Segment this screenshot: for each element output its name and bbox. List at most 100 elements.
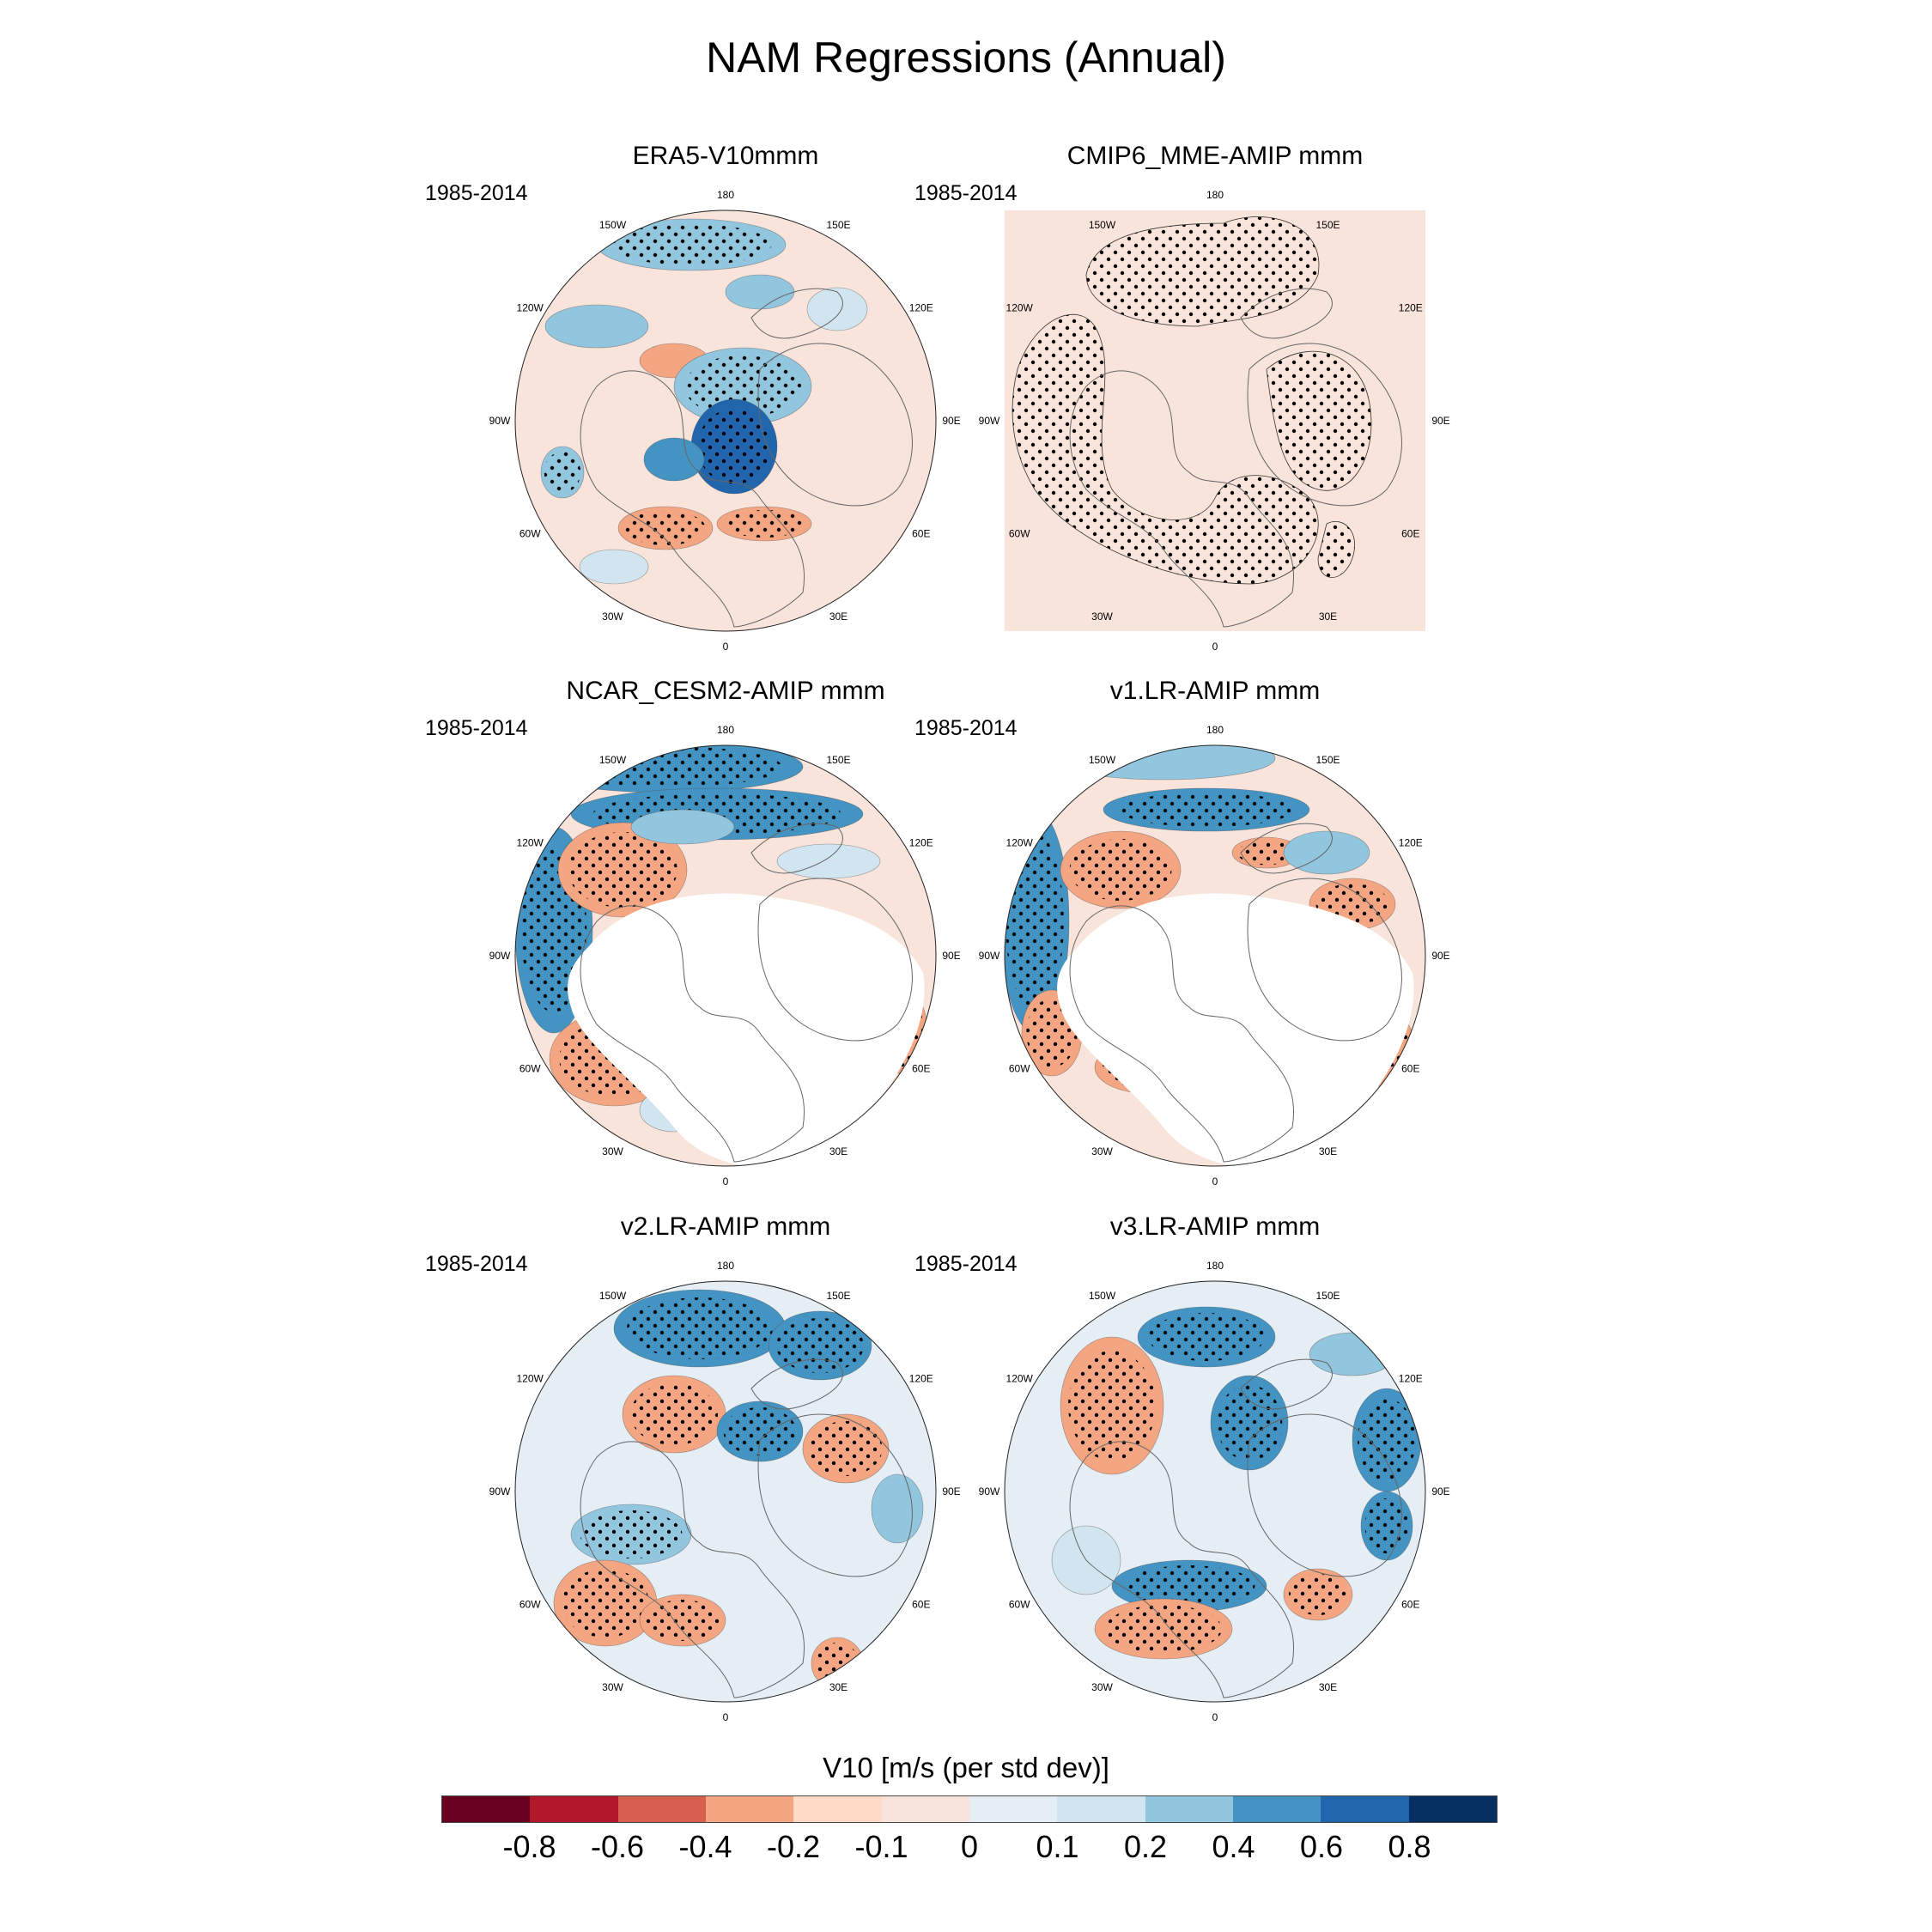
longitude-label: 90W (979, 950, 1000, 962)
longitude-label: 120W (517, 302, 544, 314)
coastline (750, 1358, 843, 1410)
stipple-region (1119, 793, 1294, 827)
stipple-region (776, 1318, 864, 1373)
longitude-label: 120E (909, 302, 933, 314)
longitude-label: 30E (829, 611, 848, 623)
longitude-label: 90W (489, 1485, 511, 1498)
stipple-region (630, 1383, 718, 1445)
anomaly-region (776, 843, 881, 879)
coastline (757, 878, 913, 1042)
colorbar-segment (530, 1796, 618, 1822)
colorbar-tick-label: 0.6 (1299, 1829, 1344, 1864)
longitude-label: 150W (599, 1290, 627, 1302)
longitude-label: 90W (979, 1485, 1000, 1498)
colorbar-tick-label: 0.2 (1123, 1829, 1168, 1864)
coastlines (580, 288, 913, 628)
longitude-label: 150W (1089, 754, 1116, 766)
colorbar-segment (1145, 1796, 1233, 1822)
stipple-region (1317, 521, 1356, 578)
panel-title: v1.LR-AMIP mmm (1109, 677, 1321, 705)
stipple-region (1085, 216, 1320, 327)
coastline (1069, 1441, 1294, 1698)
longitude-label: 30W (1091, 1681, 1113, 1693)
longitude-label: 180 (1206, 1260, 1224, 1272)
coastline (1247, 1413, 1402, 1577)
stipple-region (1005, 832, 1064, 1011)
colorbar-segment (705, 1796, 794, 1822)
longitude-label: 120W (517, 837, 544, 849)
longitude-label: 60E (1401, 1599, 1419, 1611)
anomaly-field (1005, 745, 1418, 1166)
panel-period: 1985-2014 (425, 716, 528, 740)
coastline (580, 905, 805, 1163)
panel-title: v2.LR-AMIP mmm (620, 1212, 831, 1241)
panel-title: NCAR_CESM2-AMIP mmm (566, 677, 885, 705)
stipple-region (646, 1600, 720, 1641)
longitude-label: 0 (723, 1711, 729, 1723)
longitude-label: 150E (1315, 219, 1340, 231)
longitude-label: 150W (1089, 219, 1116, 231)
longitude-label: 0 (1212, 1176, 1218, 1188)
colorbar-segment (969, 1796, 1058, 1822)
longitude-label: 150E (826, 754, 850, 766)
longitude-label: 0 (1212, 641, 1218, 653)
coastlines (1069, 823, 1402, 1163)
stipple-region (625, 511, 706, 545)
longitude-label: 150W (599, 219, 627, 231)
map-boundary (514, 1280, 937, 1703)
longitude-label: 0 (1212, 1711, 1218, 1723)
coastline (1240, 1358, 1333, 1410)
map-panel: v3.LR-AMIP mmm 1985-2014 180 150E 120E 90E 60E… (914, 1212, 1516, 1723)
panel-title: ERA5-V10mmm (632, 142, 819, 170)
stipple-region (1105, 1605, 1222, 1653)
panel-period: 1985-2014 (425, 1252, 528, 1276)
stipple-region (1069, 839, 1172, 901)
panel-period: 1985-2014 (914, 1252, 1018, 1276)
colorbar-tick-label: 0 (960, 1829, 979, 1864)
missing-data-mask (568, 893, 925, 1166)
longitude-label: 30E (1319, 1145, 1337, 1157)
stipple-region (1289, 1574, 1347, 1615)
stipple-region (1123, 1565, 1255, 1607)
panel-title: CMIP6_MME-AMIP mmm (1066, 142, 1364, 170)
map-panel: v1.LR-AMIP mmm 1985-2014 180 150E 120E 90E 60E… (914, 677, 1516, 1188)
missing-data-mask (1057, 893, 1414, 1166)
coastlines (1069, 288, 1402, 628)
coastline (1069, 370, 1294, 628)
colorbar-segment (442, 1796, 531, 1822)
longitude-label: 150W (1089, 1290, 1116, 1302)
polar-map: 180 150E 120E 90E 60E 30E 0 30W 60W 90W 120W 150W (979, 189, 1450, 653)
polar-map: 180 150E 120E 90E 60E 30E 0 30W 60W 90W 120W 150W (489, 189, 961, 653)
polar-map: 180 150E 120E 90E 60E 30E 0 30W 60W 90W 120W 150W (489, 724, 961, 1188)
longitude-label: 60W (519, 528, 541, 540)
stipple-region (549, 746, 782, 787)
coastlines (1069, 1358, 1402, 1698)
anomaly-region (1051, 745, 1276, 781)
longitude-label: 60E (1401, 528, 1419, 540)
coastlines (580, 823, 913, 1163)
longitude-label: 0 (723, 641, 729, 653)
coastline (1247, 343, 1402, 507)
colorbar-tick-label: -0.4 (678, 1829, 732, 1864)
colorbar (441, 1795, 1498, 1823)
longitude-label: 120W (1006, 1373, 1034, 1385)
stipple-region (809, 1421, 883, 1476)
longitude-label: 150E (1315, 1290, 1340, 1302)
longitude-label: 60W (519, 1063, 541, 1075)
stipple-region (1266, 350, 1372, 491)
colorbar-tick-label: 0.4 (1212, 1829, 1255, 1864)
longitude-label: 120W (1006, 302, 1034, 314)
coastline (580, 1441, 805, 1698)
longitude-label: 30E (829, 1145, 848, 1157)
longitude-label: 90E (942, 1485, 960, 1498)
stipple-region (562, 1569, 649, 1637)
coastline (757, 1413, 913, 1577)
anomaly-region (725, 274, 795, 310)
longitude-label: 90W (489, 950, 511, 962)
coastline (757, 343, 913, 507)
coastline (580, 370, 805, 628)
stipple-region (568, 832, 677, 908)
longitude-label: 90E (942, 415, 960, 427)
longitude-label: 120E (1399, 1373, 1423, 1385)
longitude-label: 30W (602, 1145, 623, 1157)
